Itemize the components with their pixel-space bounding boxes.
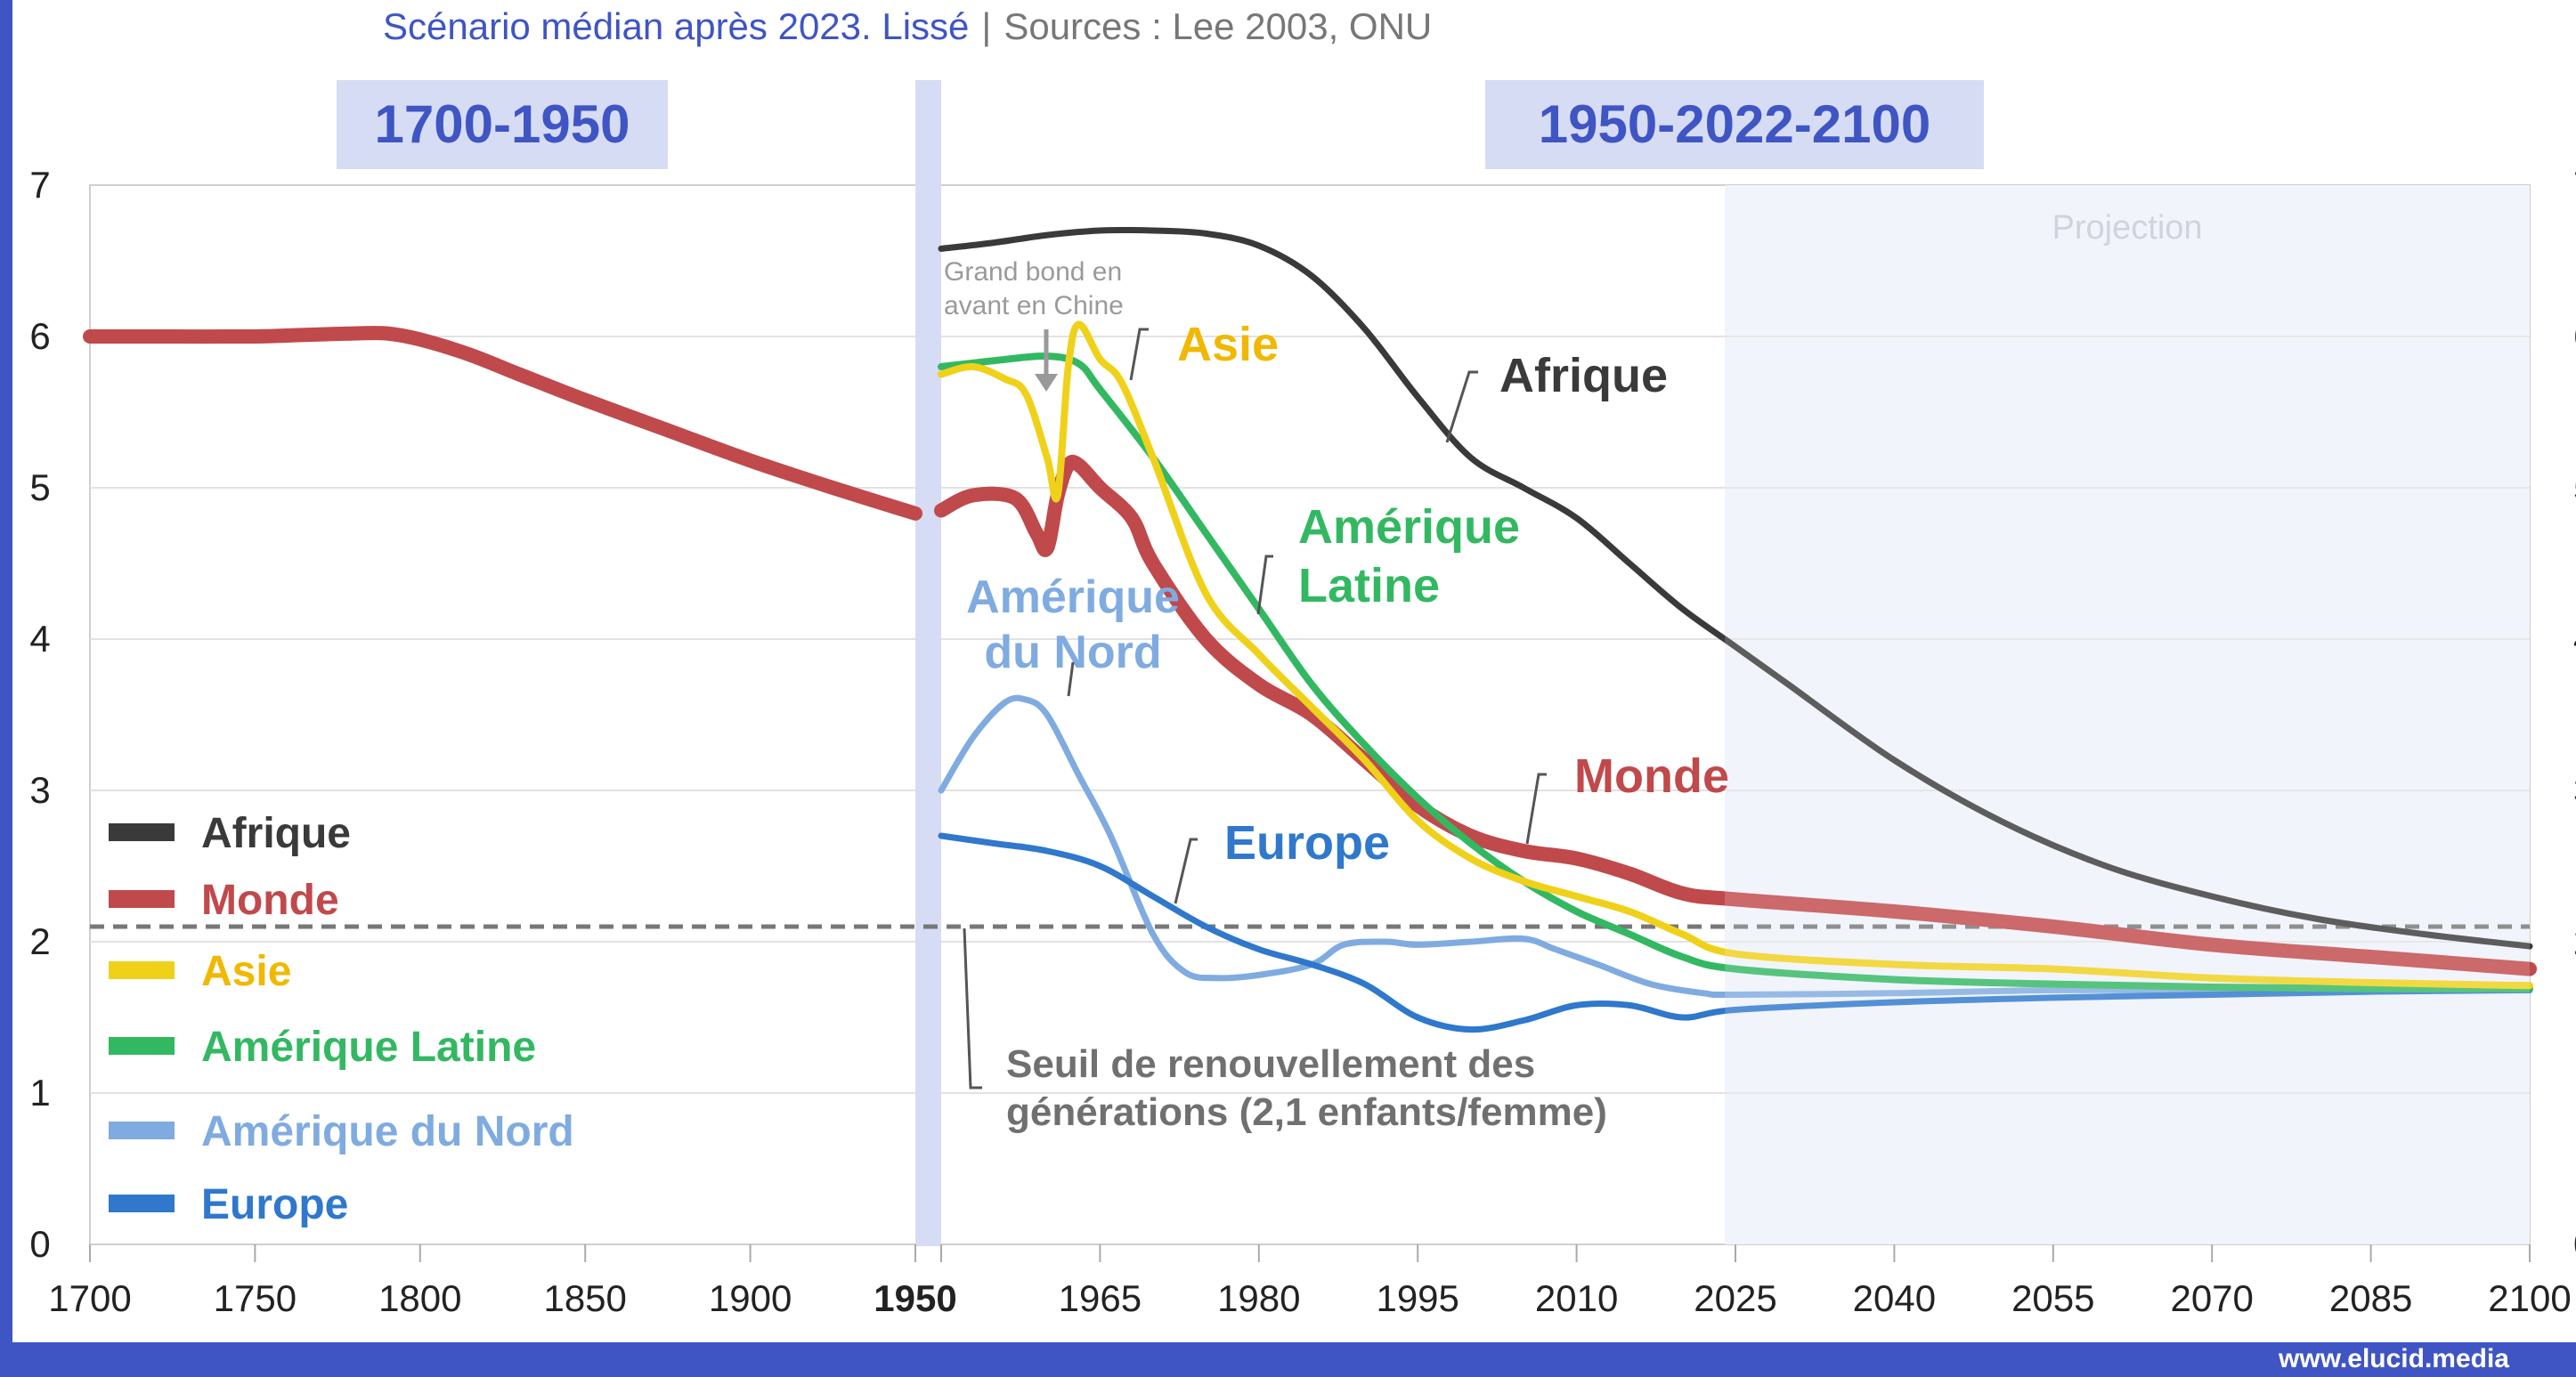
- annotation-europe-line: Europe: [1224, 816, 1390, 870]
- y-tick-label-right: 5: [2573, 466, 2576, 508]
- y-tick-label: 5: [29, 466, 50, 508]
- leader-threshold: [963, 927, 982, 1089]
- x-tick-label: 1950: [874, 1277, 956, 1319]
- leader-amerique-du-nord: [1067, 661, 1075, 697]
- grand-bond-arrow-head: [1035, 374, 1058, 392]
- x-tick-label: 2070: [2170, 1277, 2253, 1319]
- y-tick-label: 0: [29, 1223, 50, 1265]
- y-tick-label: 7: [29, 164, 50, 206]
- annotation-grand-bond-line: Grand bond en: [944, 257, 1122, 287]
- subtitle-separator: |: [981, 5, 992, 47]
- y-tick-label: 3: [29, 769, 50, 811]
- x-tick-label: 1750: [214, 1277, 297, 1319]
- series-line-asie: [938, 320, 2533, 990]
- legend-swatch-amerique-latine: [109, 1037, 175, 1055]
- leader-monde: [1525, 773, 1547, 845]
- annotation-europe: Europe: [1224, 816, 1390, 870]
- annotation-amerique-latine: Amérique Latine: [1298, 500, 1520, 612]
- legend-swatch-europe: [109, 1195, 175, 1212]
- x-tick-label: 2085: [2329, 1277, 2412, 1319]
- sources-text: Sources : Lee 2003, ONU: [1004, 5, 1433, 47]
- x-tick-label: 2010: [1535, 1277, 1618, 1319]
- y-tick-label-right: 1: [2573, 1072, 2576, 1114]
- leader-europe: [1174, 838, 1198, 904]
- series-line-amerique-du-nord: [938, 694, 2533, 999]
- annotation-afrique: Afrique: [1499, 349, 1668, 402]
- brand-frame-bottom: [0, 1342, 2576, 1377]
- leader-afrique: [1445, 370, 1478, 443]
- annotation-threshold-line: Seuil de renouvellement des: [1006, 1042, 1535, 1086]
- annotation-asie: Asie: [1177, 318, 1279, 371]
- annotation-amerique-latine-line: Latine: [1298, 559, 1440, 612]
- brand-url: www.elucid.media: [2279, 1344, 2509, 1373]
- x-tick-label: 1700: [48, 1277, 131, 1319]
- chart-subtitle: Scénario médian après 2023. Lissé | Source…: [383, 5, 1432, 48]
- legend-label-monde: Monde: [201, 877, 339, 924]
- projection-label: Projection: [2052, 209, 2203, 247]
- x-tick-label: 1900: [709, 1277, 792, 1319]
- y-tick-label: 2: [29, 920, 50, 962]
- x-tick-label: 1800: [378, 1277, 461, 1319]
- legend-label-europe: Europe: [201, 1181, 348, 1228]
- annotation-grand-bond-line: avant en Chine: [944, 291, 1124, 320]
- x-tick-label: 1850: [543, 1277, 626, 1319]
- annotation-afrique-line: Afrique: [1499, 349, 1668, 402]
- x-tick-label: 2040: [1853, 1277, 1936, 1319]
- y-tick-label: 4: [29, 618, 50, 660]
- subtitle-text: Scénario médian après 2023. Lissé: [383, 5, 970, 47]
- legend-swatch-afrique: [109, 823, 175, 841]
- annotation-threshold: Seuil de renouvellement des générations (…: [1006, 1042, 1607, 1134]
- y-tick-label-right: 2: [2573, 920, 2576, 962]
- annotation-monde-line: Monde: [1574, 749, 1729, 803]
- series-line-amerique-latine: [938, 352, 2533, 992]
- legend-label-amerique-du-nord: Amérique du Nord: [201, 1108, 574, 1155]
- legend-swatch-asie: [109, 961, 175, 979]
- legend-swatch-monde: [109, 890, 175, 908]
- legend-label-asie: Asie: [201, 948, 291, 995]
- projection-band: [1725, 185, 2530, 1244]
- x-tick-label: 1980: [1217, 1277, 1300, 1319]
- annotation-asie-line: Asie: [1177, 318, 1279, 371]
- y-tick-label-right: 7: [2573, 164, 2576, 206]
- x-tick-label: 1995: [1376, 1277, 1459, 1319]
- y-tick-label-right: 4: [2573, 618, 2576, 660]
- annotation-monde: Monde: [1574, 749, 1729, 803]
- x-tick-label: 2100: [2488, 1277, 2571, 1319]
- y-tick-label-right: 6: [2573, 315, 2576, 357]
- series-line-europe: [938, 832, 2533, 1033]
- legend-label-afrique: Afrique: [201, 810, 351, 857]
- annotation-grand-bond: Grand bond en avant en Chine: [944, 257, 1124, 320]
- y-tick-label: 6: [29, 315, 50, 357]
- x-tick-label: 2055: [2011, 1277, 2094, 1319]
- period-label-right: 1950-2022-2100: [1485, 80, 1984, 169]
- x-tick-label: 1965: [1059, 1277, 1142, 1319]
- period-label-left: 1700-1950: [337, 80, 668, 169]
- annotation-amerique-du-nord-line: Amérique: [966, 571, 1180, 623]
- legend-swatch-amerique-du-nord: [109, 1122, 175, 1139]
- x-tick-label: 2025: [1694, 1277, 1776, 1319]
- leader-asie: [1129, 328, 1149, 381]
- brand-frame-left: [0, 0, 12, 1377]
- series-line-afrique: [938, 226, 2533, 950]
- leader-amerique-latine: [1256, 555, 1273, 615]
- projection-overlay: [1725, 185, 2530, 1244]
- y-tick-label: 1: [29, 1072, 50, 1114]
- annotation-threshold-line: générations (2,1 enfants/femme): [1006, 1090, 1607, 1134]
- y-tick-label-right: 0: [2573, 1223, 2576, 1265]
- panel-separator: [915, 80, 941, 1246]
- y-tick-label-right: 3: [2573, 769, 2576, 811]
- series-line-monde-historic: [83, 326, 922, 521]
- legend-label-amerique-latine: Amérique Latine: [201, 1024, 536, 1071]
- annotation-amerique-latine-line: Amérique: [1298, 500, 1520, 554]
